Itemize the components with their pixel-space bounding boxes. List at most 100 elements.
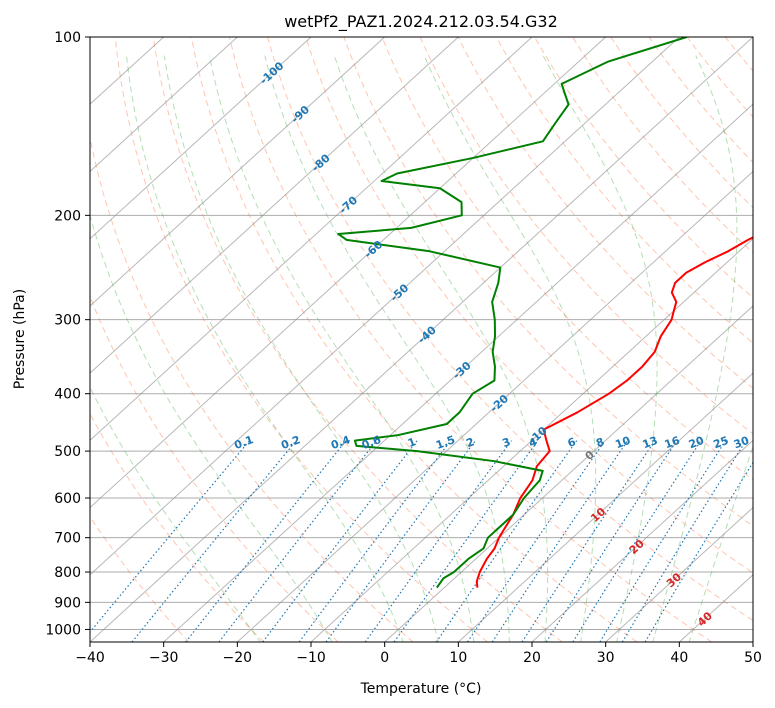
isotherm-gridlines [90,37,753,642]
mixing-ratio-label: 0.4 [329,433,352,452]
isotherm-gridline [90,37,533,442]
isotherm-gridline [90,37,753,642]
moist-adiabat-line [423,55,597,642]
dry-adiabat-line [419,37,753,435]
plot-area: -100-90-80-70-60-50-40-30-20-10010203040… [90,37,753,642]
temperature-profile-line [475,236,753,588]
x-tick-label: 40 [670,650,688,666]
isotherm-gridline [90,37,386,307]
isotherm-gridline [384,305,753,642]
x-tick-label: 20 [523,650,541,666]
y-tick-label: 1000 [45,622,81,638]
dry-adiabat-line [457,37,753,389]
chart-title: wetPf2_PAZ1.2024.212.03.54.G32 [284,12,558,32]
moist-adiabat-line [90,213,333,642]
y-axis-title: Pressure (hPa) [12,289,28,389]
y-tick-label: 100 [54,30,81,46]
moist-adiabat-line [542,55,658,642]
mixing-ratio-label: 16 [663,434,682,452]
mixing-ratio-label: 0.6 [360,433,383,452]
mixing-ratio-line [325,440,476,642]
mixing-ratio-label: 0.2 [279,433,302,452]
isotherm-gridline [457,372,753,642]
isotherm-gridline [531,439,753,642]
mixing-ratio-line [131,440,297,642]
moist-adiabat-line [90,386,261,642]
isotherm-gridline [90,37,312,240]
mixing-ratio-labels: 0.10.20.40.611.52346810131620253036 [233,433,753,452]
mixing-ratio-line [393,440,539,642]
x-tick-label: −20 [223,650,253,666]
dry-adiabat-line [343,37,753,527]
dry-adiabat-line [90,295,339,642]
mixing-ratio-label: 6 [566,435,578,450]
mixing-ratio-line [364,440,513,642]
moist-adiabat-line [688,444,753,642]
mixing-ratio-lines [90,440,753,642]
x-tick-label: 50 [744,650,762,666]
mixing-ratio-line [521,440,656,642]
x-tick-label: −40 [75,650,105,666]
dry-adiabat-line [305,37,753,574]
dry-adiabat-line [229,37,713,642]
mixing-ratio-label: 25 [712,434,731,451]
mixing-ratio-label: 30 [732,434,751,452]
x-axis-title: Temperature (°C) [360,681,482,697]
x-tick-label: 10 [449,650,467,666]
moist-adiabat-line [264,55,510,642]
y-tick-label: 500 [54,444,81,460]
mixing-ratio-line [644,461,753,642]
isotherm-gridline [90,37,238,173]
x-tick-label: 0 [380,650,389,666]
mixing-ratio-line [467,440,606,642]
dry-adiabat-line [267,37,753,622]
isotherm-gridline [90,37,680,576]
mixing-ratio-line [621,440,747,642]
sounding-profiles [337,37,753,589]
moist-adiabat-line [163,55,439,642]
mixing-ratio-label: 1.5 [434,433,457,452]
mixing-ratio-label: 13 [641,434,660,451]
dry-adiabat-line [381,37,753,481]
y-tick-label: 700 [54,531,81,547]
isotherm-gridline [90,37,607,509]
mixing-ratio-label: 3 [501,435,513,450]
mixing-ratio-label: 10 [613,434,632,452]
mixing-ratio-line [491,440,629,642]
y-tick-label: 300 [54,313,81,329]
plot-frame [89,36,754,643]
dry-adiabat-line [90,412,264,642]
dry-adiabat-line [495,37,753,344]
mixing-ratio-label: 20 [687,434,706,452]
y-tick-label: 400 [54,387,81,403]
isotherm-gridline [310,237,753,642]
mixing-ratio-line [185,440,347,642]
moist-adiabat-line [208,55,475,642]
isotherm-gridline [90,37,459,374]
mixing-ratio-line [435,440,578,642]
mixing-ratio-label: 2 [464,435,476,450]
x-tick-label: −30 [149,650,179,666]
x-tick-label: −10 [296,650,326,666]
dry-adiabat-line [152,37,563,642]
y-axis-ticks: 100 200 300 400 500 600 700 800 900 1000 [45,30,90,638]
isotherm-gridline [236,170,753,642]
dry-adiabat-line [90,515,190,642]
dry-adiabat-line [648,37,753,164]
y-tick-label: 800 [54,565,81,581]
x-axis-ticks: −40 −30 −20 −10 0 10 20 30 40 50 [75,642,762,666]
y-tick-label: 200 [54,208,81,224]
dry-adiabat-line [190,37,638,642]
y-tick-label: 900 [54,595,81,611]
isotherm-gridline [605,506,753,642]
mixing-ratio-label: 8 [594,435,606,450]
dewpoint-profile-line [337,37,687,589]
mixing-ratio-label: 1 [406,435,418,450]
moist-adiabat-line [333,55,549,642]
dry-adiabat-line [572,37,753,254]
mixing-ratio-label: 4 [527,435,539,450]
x-tick-label: 30 [597,650,615,666]
mixing-ratio-label: 0.1 [233,433,256,452]
